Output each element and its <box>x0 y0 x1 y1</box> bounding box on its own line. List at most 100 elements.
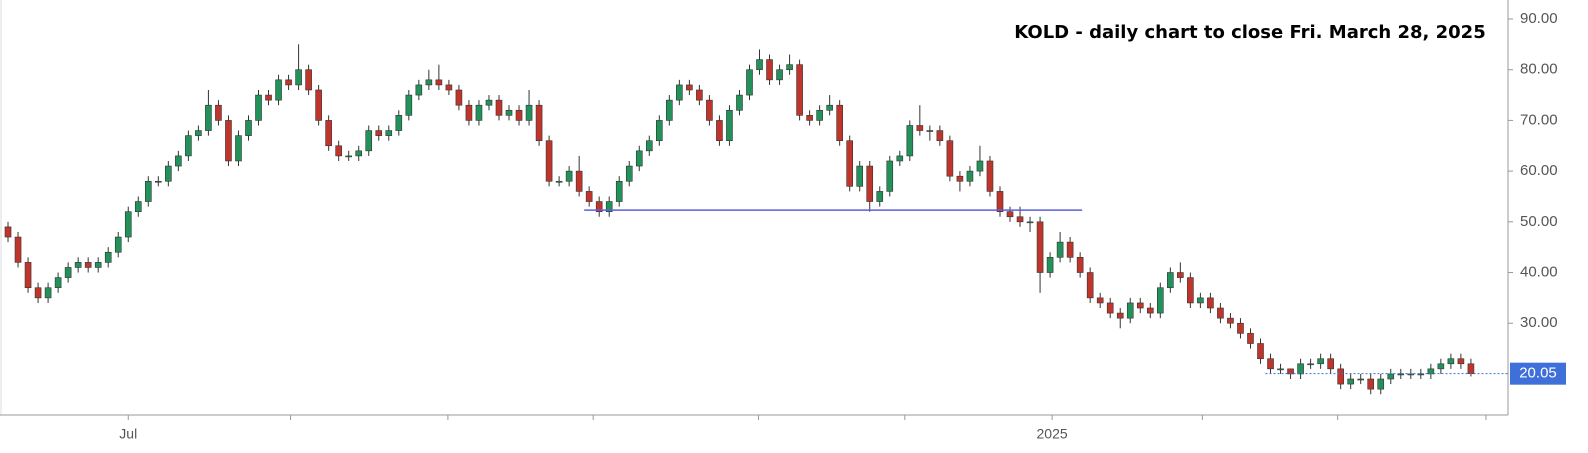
candle-body <box>1337 368 1344 385</box>
candle-body <box>726 109 733 141</box>
candle-body <box>986 160 994 192</box>
candle-body <box>1096 297 1104 304</box>
candle-body <box>455 89 463 106</box>
candle-body <box>375 130 383 136</box>
candle-body <box>1177 272 1184 278</box>
candle-body <box>706 99 713 121</box>
candle-body <box>1146 307 1154 314</box>
candle-body <box>445 84 453 91</box>
candle-body <box>24 262 32 289</box>
candle-body <box>84 262 92 268</box>
candle-body <box>1207 297 1214 309</box>
candle-body <box>365 130 373 152</box>
candle-body <box>1447 358 1455 365</box>
candle-body <box>625 165 633 182</box>
candle-body <box>776 69 783 81</box>
candle-body <box>144 180 152 202</box>
candle-body <box>676 84 683 101</box>
candle-body <box>315 89 322 121</box>
candle-body <box>666 99 673 121</box>
candle-body <box>1197 297 1204 304</box>
candle-body <box>856 165 864 187</box>
candle-body <box>305 69 312 91</box>
candle-body <box>1157 287 1164 314</box>
candle-body <box>1136 302 1144 309</box>
candle-body <box>746 69 753 96</box>
candle-body <box>1257 343 1264 360</box>
candle-body <box>1247 333 1254 344</box>
candle-body <box>1287 368 1294 375</box>
candle-body <box>1167 272 1174 289</box>
y-tick-label: 60.00 <box>1520 162 1558 179</box>
candle-body <box>846 140 853 187</box>
candle-body <box>866 165 874 202</box>
chart-title: KOLD - daily chart to close Fri. March 2… <box>1014 22 1485 43</box>
candle-body <box>1397 373 1405 376</box>
candle-body <box>595 201 603 212</box>
candle-body <box>485 99 493 106</box>
candle-body <box>555 180 563 183</box>
candle-body <box>475 104 483 121</box>
candle-body <box>1006 211 1014 218</box>
candle-body <box>1026 221 1034 224</box>
candle-body <box>1066 241 1074 258</box>
candle-body <box>1056 241 1064 258</box>
candle-body <box>185 135 192 157</box>
candle-body <box>225 120 232 162</box>
candle-body <box>495 99 503 116</box>
candle-body <box>656 120 663 141</box>
candle-body <box>245 120 252 136</box>
candle-body <box>1347 378 1354 385</box>
candle-body <box>1427 368 1435 375</box>
candle-body <box>1367 378 1375 390</box>
candle-body <box>565 170 573 182</box>
candle-body <box>1217 307 1224 319</box>
candle-body <box>275 79 282 101</box>
candle-body <box>1387 373 1395 380</box>
y-tick-label: 50.00 <box>1520 213 1558 230</box>
candle-body <box>74 262 82 268</box>
candle-body <box>605 201 613 212</box>
candle-body <box>1267 358 1274 370</box>
candle-body <box>425 79 433 86</box>
candle-body <box>195 130 202 136</box>
candle-body <box>355 150 363 157</box>
candle-body <box>515 109 523 121</box>
candle-body <box>325 120 332 147</box>
candle-body <box>946 140 954 177</box>
candle-body <box>966 170 974 182</box>
candle-body <box>4 226 12 238</box>
candle-body <box>736 94 743 111</box>
candle-body <box>14 236 22 263</box>
candle-body <box>165 165 172 182</box>
candle-body <box>505 109 513 116</box>
candle-body <box>134 201 142 212</box>
candle-body <box>1437 363 1445 370</box>
candle-body <box>816 109 823 121</box>
candle-body <box>295 69 302 86</box>
y-tick-label: 80.00 <box>1520 61 1558 78</box>
candle-body <box>545 140 553 182</box>
candle-body <box>255 94 262 121</box>
candle-body <box>205 104 212 131</box>
candle-body <box>575 170 583 192</box>
candle-body <box>615 180 623 202</box>
candle-body <box>1036 221 1044 273</box>
candle-body <box>385 130 393 136</box>
candle-body <box>345 155 352 158</box>
candle-body <box>1046 257 1054 273</box>
candle-body <box>1126 302 1134 319</box>
candle-body <box>585 191 593 202</box>
candle-body <box>175 155 182 167</box>
candle-body <box>415 84 423 96</box>
candle-body <box>335 145 342 157</box>
y-tick-label: 90.00 <box>1520 10 1558 27</box>
candle-body <box>54 277 62 289</box>
candle-body <box>716 120 723 141</box>
candle-body <box>896 155 904 162</box>
candle-body <box>1317 358 1324 365</box>
y-tick-label: 40.00 <box>1520 263 1558 280</box>
candle-body <box>1076 257 1084 273</box>
candle-body <box>1467 363 1475 374</box>
